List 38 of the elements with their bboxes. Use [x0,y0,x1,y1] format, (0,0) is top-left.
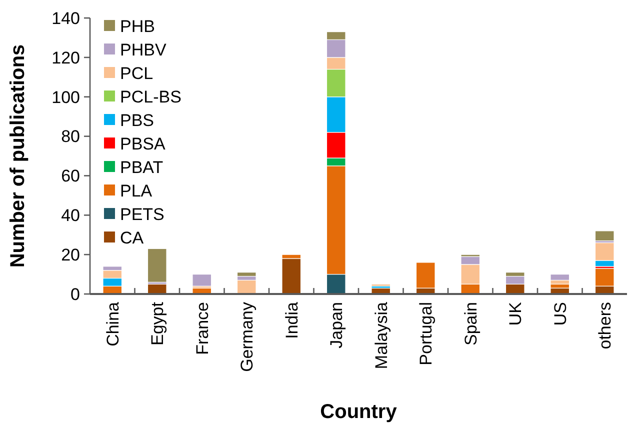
y-axis-title: Number of publications [7,44,29,268]
legend-label: PBSA [120,134,166,154]
legend-label: PCL [120,64,154,83]
bar [192,274,212,286]
x-tick-label: Japan [327,302,346,348]
x-tick-label: Egypt [148,302,168,346]
legend-label: CA [120,228,144,248]
y-tick-label: 0 [70,284,80,304]
y-tick-label: 140 [52,8,80,28]
x-tick-label: China [103,301,122,346]
legend-label: PHB [120,16,155,36]
legend-label: PBS [120,110,154,130]
x-tick-label: Portugal [416,302,436,366]
y-tick-label: 120 [52,48,80,68]
bar [282,258,302,294]
bar [594,230,614,242]
bar [236,272,256,277]
y-tick-label: 20 [61,246,80,265]
x-tick-label: Spain [461,302,480,346]
x-tick-label: Germany [238,302,257,372]
y-tick-label: 60 [61,166,80,186]
x-tick-label: UK [506,301,526,326]
legend-label: PCL-BS [120,87,182,106]
x-tick-label: France [192,302,212,355]
y-tick-label: 40 [61,206,80,226]
y-tick-label: 80 [61,127,80,146]
legend-label: PBAT [120,158,164,177]
x-axis-title: Country [320,401,398,423]
x-tick-label: others [596,302,615,350]
x-tick-label: India [282,301,302,339]
legend-label: PLA [120,181,153,200]
bar [550,274,570,280]
bar [147,248,167,282]
x-tick-label: US [550,302,570,326]
y-tick-label: 100 [52,88,80,107]
legend-label: PETS [120,204,164,224]
x-tick-label: Malaysia [372,301,391,370]
legend-label: PHBV [120,40,167,60]
